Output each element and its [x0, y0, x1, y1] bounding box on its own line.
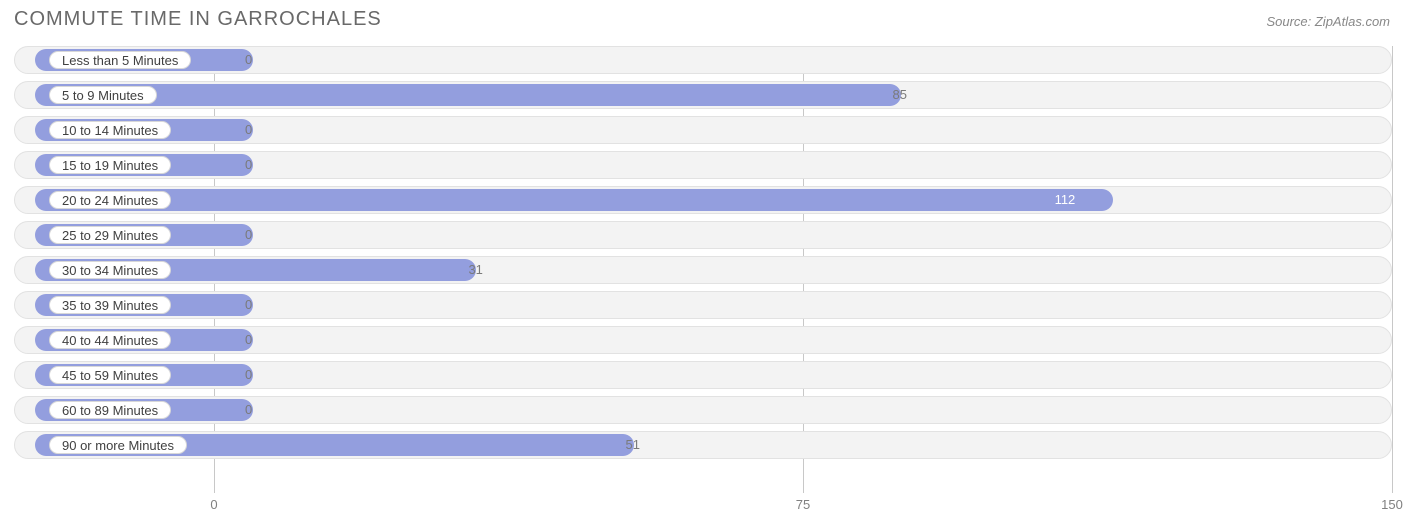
- chart-title: COMMUTE TIME IN GARROCHALES: [14, 8, 382, 31]
- bar-value: 0: [235, 47, 262, 73]
- bar-value: 0: [235, 397, 262, 423]
- bar-category-label: 30 to 34 Minutes: [49, 261, 171, 279]
- bar-row: Less than 5 Minutes 0: [14, 46, 1392, 74]
- x-axis: 075150: [14, 497, 1392, 515]
- bar-row: 90 or more Minutes 51: [14, 431, 1392, 459]
- bar-value: 85: [883, 82, 917, 108]
- bar-row: 35 to 39 Minutes 0: [14, 291, 1392, 319]
- bar-category-label: 5 to 9 Minutes: [49, 86, 157, 104]
- bar-category-label: 45 to 59 Minutes: [49, 366, 171, 384]
- bar-category-label: 90 or more Minutes: [49, 436, 187, 454]
- bar-row: 60 to 89 Minutes 0: [14, 396, 1392, 424]
- x-axis-tick: 75: [796, 497, 810, 512]
- bar-value: 0: [235, 222, 262, 248]
- bar-value: 0: [235, 327, 262, 353]
- bar-value: 31: [458, 257, 492, 283]
- plot-area: Less than 5 Minutes 0 5 to 9 Minutes 85 10 t…: [14, 46, 1392, 493]
- bar-row: 20 to 24 Minutes 112: [14, 186, 1392, 214]
- bar-value: 0: [235, 117, 262, 143]
- bar-row: 5 to 9 Minutes 85: [14, 81, 1392, 109]
- bar-category-label: 20 to 24 Minutes: [49, 191, 171, 209]
- bar-value: 0: [235, 362, 262, 388]
- chart-container: COMMUTE TIME IN GARROCHALES Source: ZipA…: [0, 0, 1406, 523]
- bar-row: 40 to 44 Minutes 0: [14, 326, 1392, 354]
- gridline: [1392, 46, 1393, 493]
- bar-category-label: 15 to 19 Minutes: [49, 156, 171, 174]
- bar-value: 0: [235, 152, 262, 178]
- bar-category-label: 10 to 14 Minutes: [49, 121, 171, 139]
- bar-row: 15 to 19 Minutes 0: [14, 151, 1392, 179]
- bar-category-label: 40 to 44 Minutes: [49, 331, 171, 349]
- bar-fill: [35, 84, 901, 106]
- bar-row: 25 to 29 Minutes 0: [14, 221, 1392, 249]
- bar-row: 45 to 59 Minutes 0: [14, 361, 1392, 389]
- x-axis-tick: 0: [210, 497, 217, 512]
- bar-row: 10 to 14 Minutes 0: [14, 116, 1392, 144]
- bar-row: 30 to 34 Minutes 31: [14, 256, 1392, 284]
- bar-category-label: 25 to 29 Minutes: [49, 226, 171, 244]
- bar-value: 112: [1045, 187, 1086, 213]
- bar-category-label: 35 to 39 Minutes: [49, 296, 171, 314]
- bar-category-label: Less than 5 Minutes: [49, 51, 191, 69]
- bar-value: 0: [235, 292, 262, 318]
- bar-fill: [35, 189, 1113, 211]
- x-axis-tick: 150: [1381, 497, 1403, 512]
- bar-category-label: 60 to 89 Minutes: [49, 401, 171, 419]
- chart-source: Source: ZipAtlas.com: [1266, 14, 1390, 29]
- bar-value: 51: [616, 432, 650, 458]
